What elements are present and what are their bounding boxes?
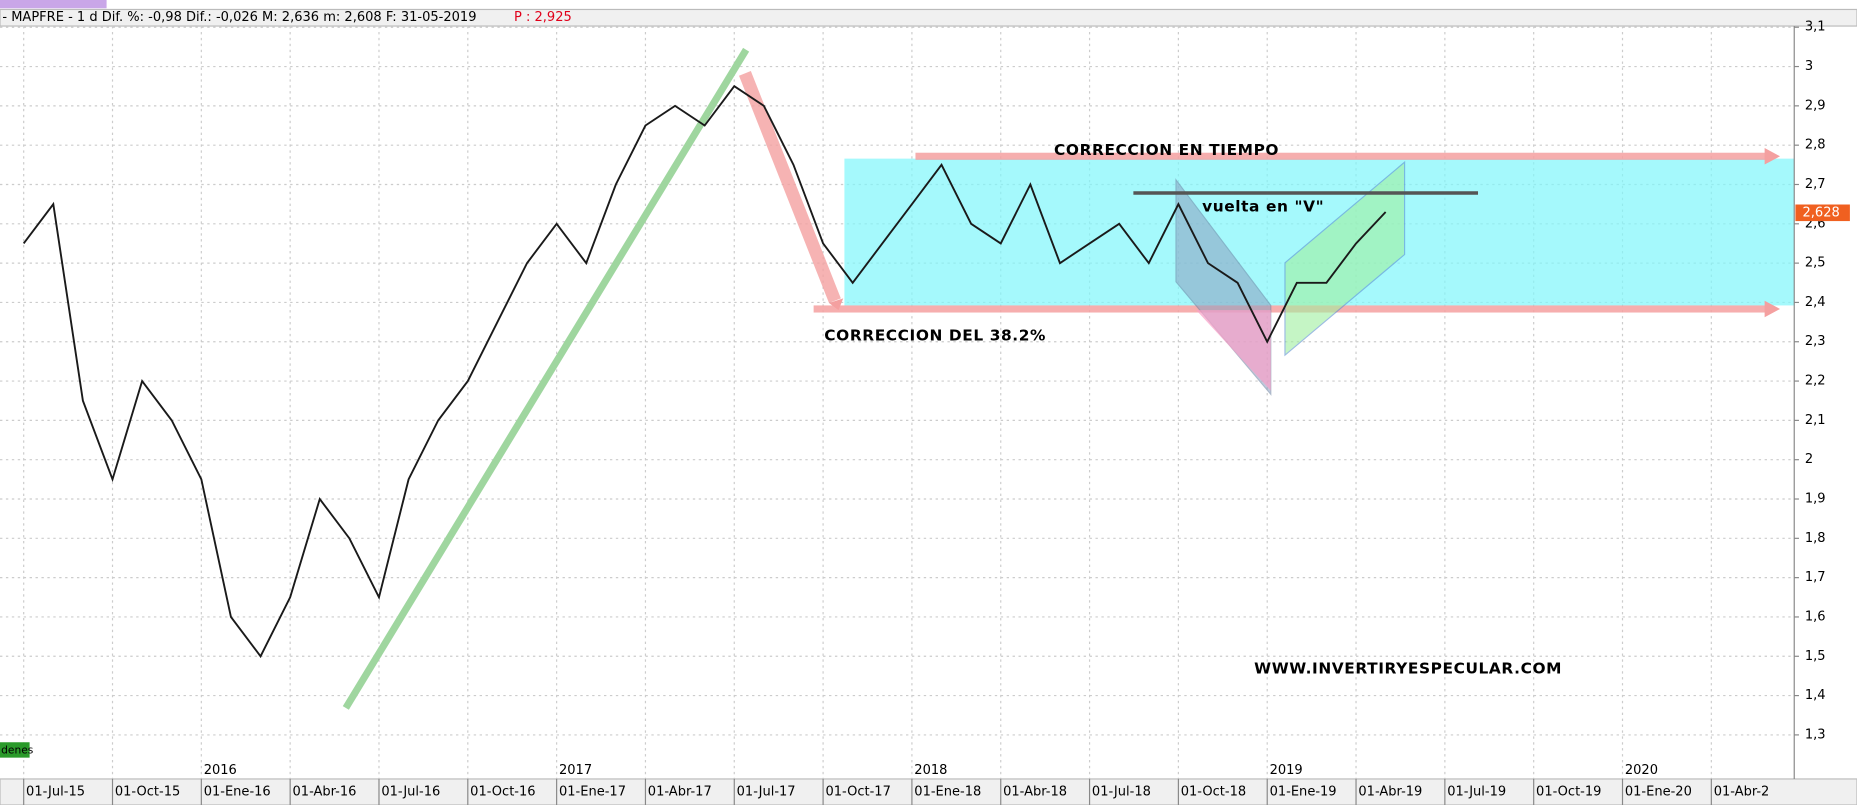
x-tick-label: 01-Ene-18 xyxy=(914,784,981,799)
year-label: 2017 xyxy=(559,763,592,778)
plot xyxy=(22,84,1387,659)
x-tick-label: 01-Abr-19 xyxy=(1358,784,1422,799)
x-tick-label: 01-Jul-15 xyxy=(26,784,85,799)
x-tick-label: 01-Jul-19 xyxy=(1447,784,1506,799)
header-price: P : 2,925 xyxy=(514,10,572,25)
y-tick-label: 2,7 xyxy=(1805,177,1826,192)
x-tick-label: 01-Ene-17 xyxy=(559,784,626,799)
top-line xyxy=(915,152,1766,160)
y-tick-label: 2,8 xyxy=(1805,138,1826,153)
y-tick-label: 1,4 xyxy=(1805,688,1826,703)
trend-line xyxy=(342,47,750,710)
x-tick-label: 01-Abr-17 xyxy=(648,784,712,799)
fall-arrow xyxy=(739,71,841,304)
x-tick-label: 01-Oct-19 xyxy=(1536,784,1601,799)
v-channel-pink xyxy=(1196,310,1271,391)
x-tick-label: 01-Jul-16 xyxy=(381,784,440,799)
x-tick-label: 01-Abr-16 xyxy=(293,784,357,799)
bottom-arrow xyxy=(1764,300,1781,318)
y-tick-label: 1,7 xyxy=(1805,570,1826,585)
x-tick-label: 01-Abr-18 xyxy=(1003,784,1067,799)
annotation: CORRECCION EN TIEMPO xyxy=(1054,141,1279,159)
x-tick-label: 01-Jul-17 xyxy=(737,784,796,799)
y-tick-label: 1,3 xyxy=(1805,727,1826,742)
header-bar xyxy=(0,8,1857,27)
y-tick-label: 2,1 xyxy=(1805,413,1826,428)
price-tag-bg xyxy=(1795,204,1850,222)
x-tick-label: 01-Jul-18 xyxy=(1092,784,1151,799)
x-tick-label: 01-Oct-17 xyxy=(825,784,890,799)
x-tick-label: 01-Oct-15 xyxy=(115,784,180,799)
y-tick-label: 2,3 xyxy=(1805,334,1826,349)
y-tick-label: 2 xyxy=(1805,452,1813,467)
header-text: - MAPFRE - 1 d Dif. %: -0,98 Dif.: -0,02… xyxy=(2,10,476,25)
y-tick-label: 2,9 xyxy=(1805,98,1826,113)
y-tick-label: 3 xyxy=(1805,59,1813,74)
x-tick-label: 01-Oct-16 xyxy=(470,784,535,799)
y-tick-label: 1,5 xyxy=(1805,649,1826,664)
x-tick-label: 01-Ene-20 xyxy=(1625,784,1692,799)
y-tick-label: 2,2 xyxy=(1805,374,1826,389)
y-tick-label: 1,9 xyxy=(1805,492,1826,507)
annotation: vuelta en "V" xyxy=(1202,198,1324,216)
x-axis-bar xyxy=(0,778,1857,805)
year-label: 2016 xyxy=(204,763,237,778)
year-label: 2020 xyxy=(1625,763,1658,778)
year-label: 2018 xyxy=(914,763,947,778)
y-tick-label: 1,6 xyxy=(1805,609,1826,624)
corner-tag-bg xyxy=(0,742,30,758)
y-tick-label: 2,4 xyxy=(1805,295,1826,310)
window-controls[interactable] xyxy=(1797,11,1855,24)
x-tick-label: 01-Oct-18 xyxy=(1181,784,1246,799)
grid xyxy=(0,26,1795,779)
y-tick-label: 3,1 xyxy=(1805,20,1826,35)
corner-tag: denes xyxy=(1,744,34,757)
price-tag: 2,628 xyxy=(1803,205,1840,220)
y-tick-label: 2,5 xyxy=(1805,256,1826,271)
annotation: WWW.INVERTIRYESPECULAR.COM xyxy=(1254,659,1562,677)
y-tick-label: 1,8 xyxy=(1805,531,1826,546)
x-tick-label: 01-Ene-19 xyxy=(1270,784,1337,799)
price-line xyxy=(22,84,1387,659)
year-label: 2019 xyxy=(1270,763,1303,778)
x-tick-label: 01-Abr-2 xyxy=(1714,784,1770,799)
window-tab xyxy=(0,0,107,9)
annotation: CORRECCION DEL 38.2% xyxy=(824,327,1046,345)
top-arrow xyxy=(1764,147,1781,165)
axes: 1,3 1,4 1,5 1,6 1,7 1,8 1,9 2 2,1 2,2 2,3 2,4 2,5 2,6… xyxy=(23,20,1850,805)
x-tick-label: 01-Ene-16 xyxy=(204,784,271,799)
